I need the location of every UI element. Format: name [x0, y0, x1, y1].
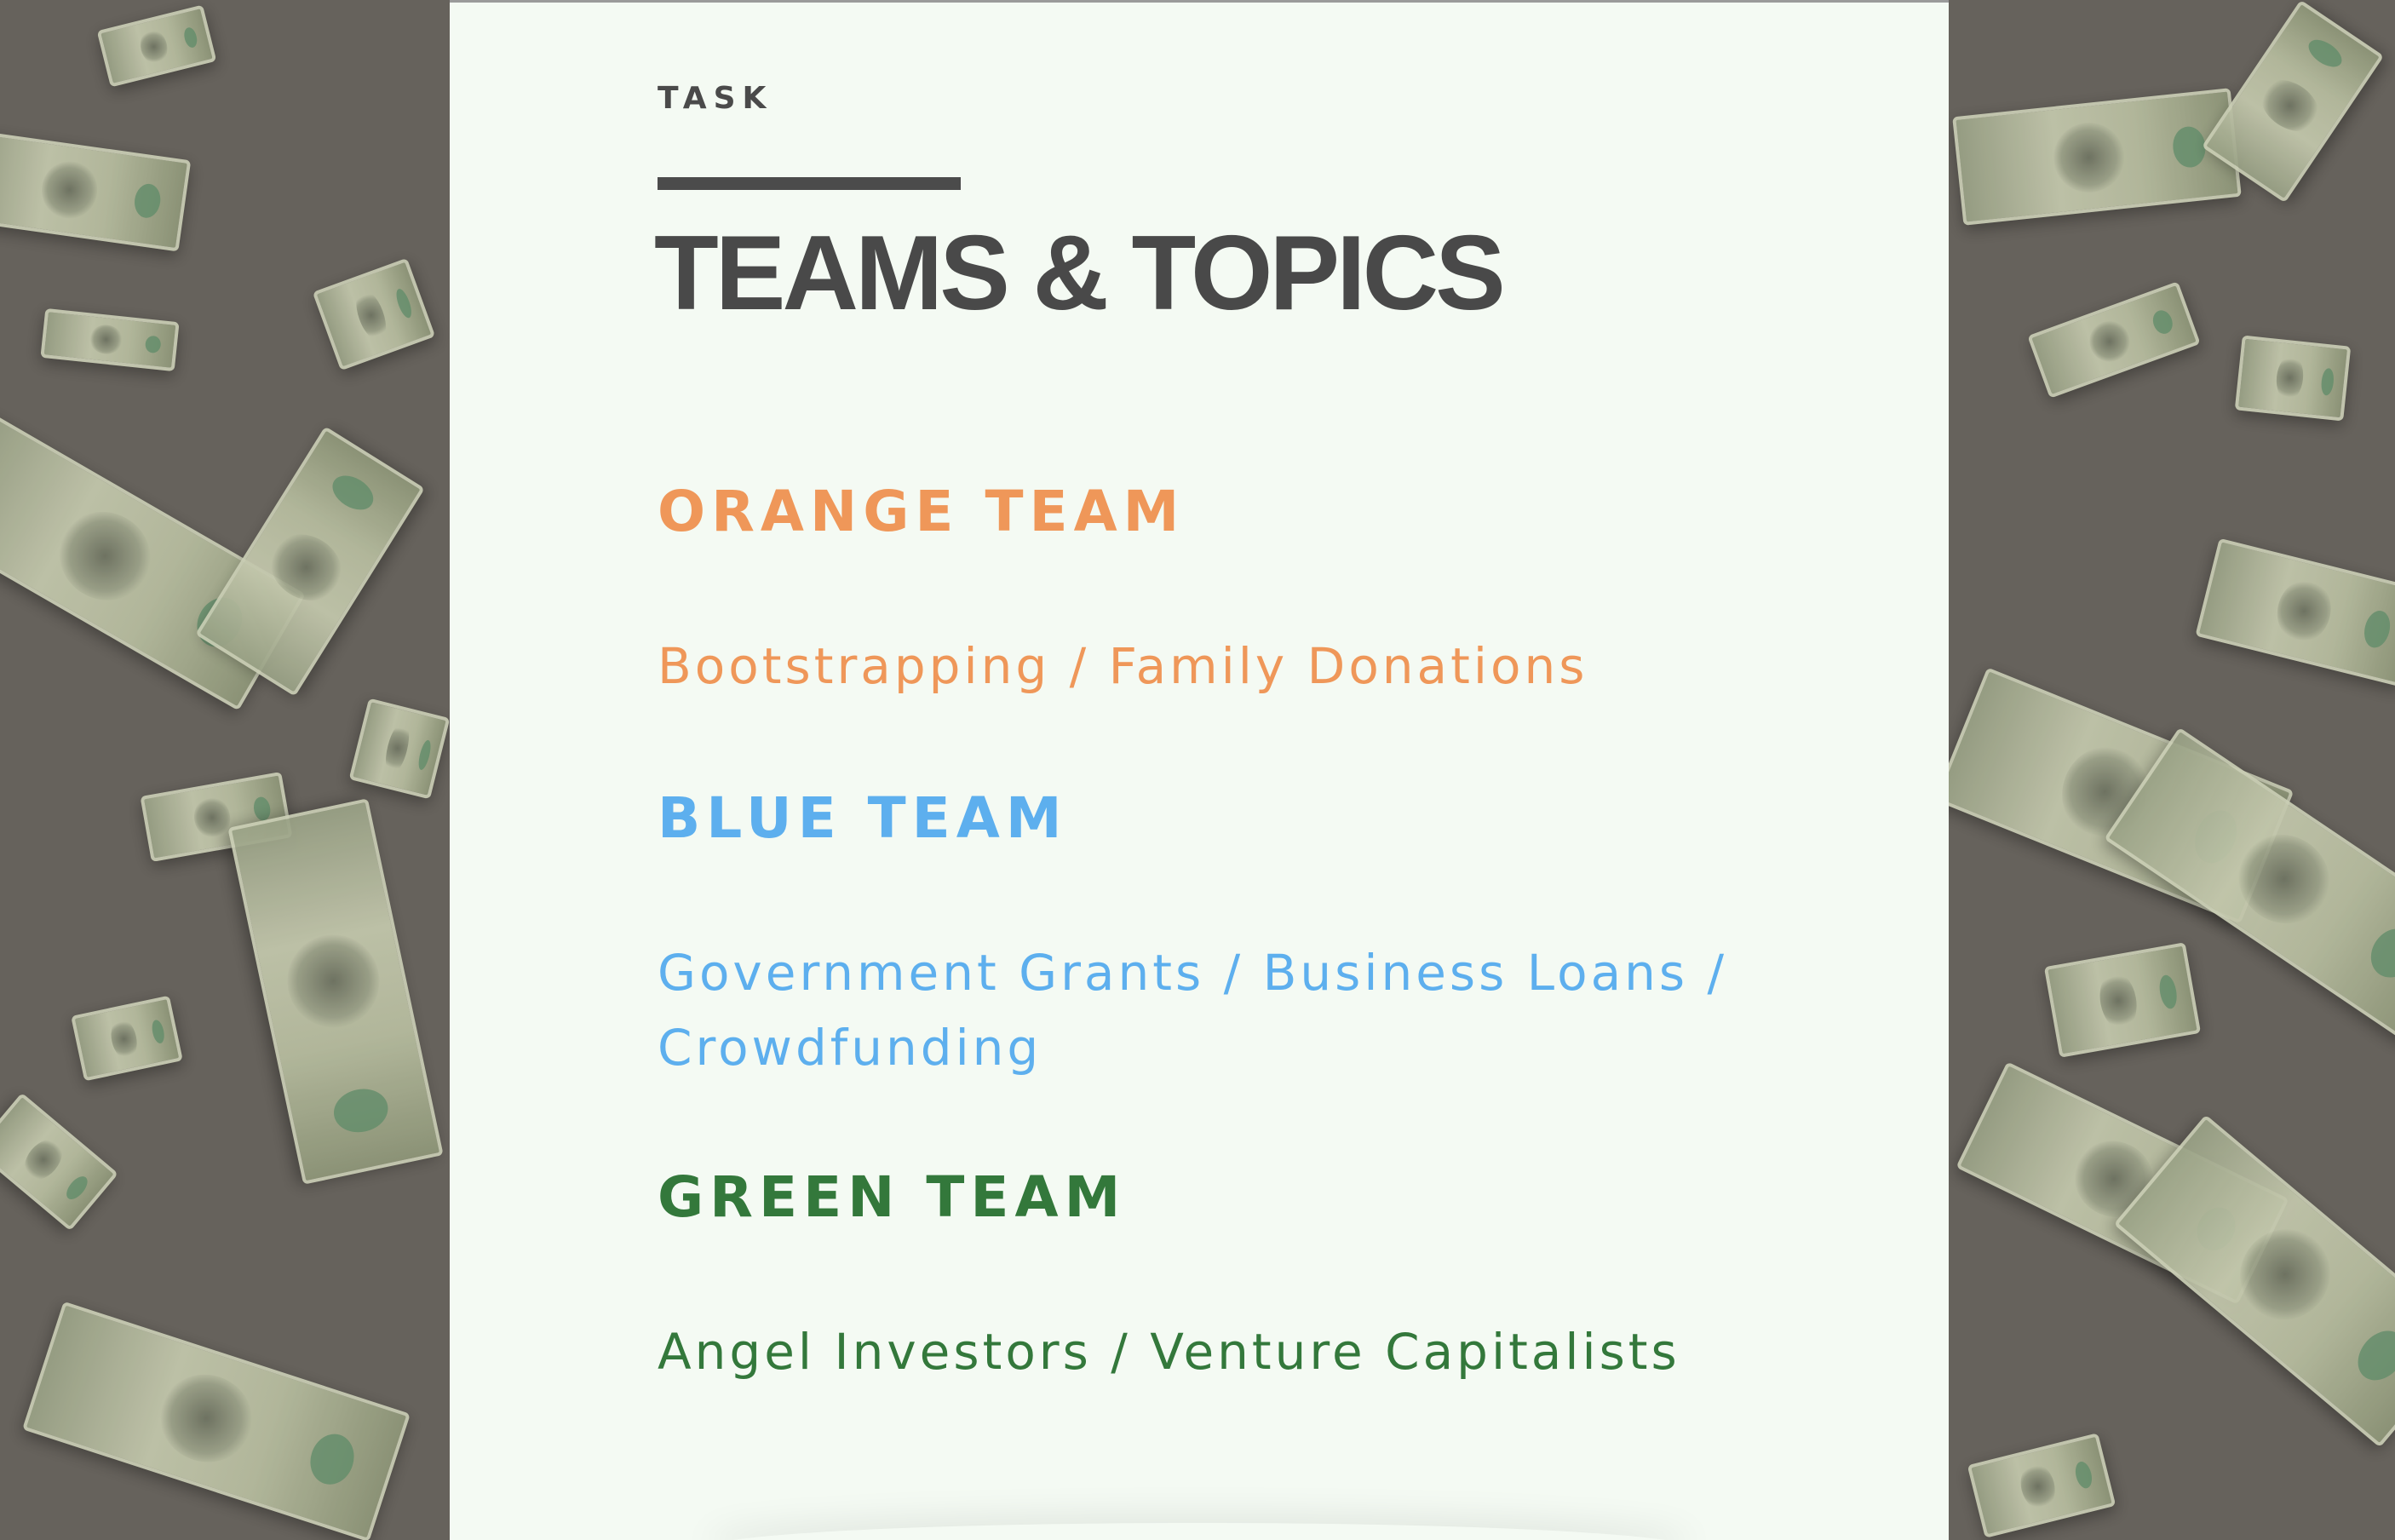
background-right [1949, 0, 2395, 1540]
content-panel: TASK TEAMS & TOPICS ORANGE TEAM Bootstra… [450, 0, 1949, 1540]
dollar-bill-icon [0, 129, 192, 252]
team-topic-blue: Government Grants / Business Loans / Cro… [658, 944, 1728, 1077]
dollar-bill-icon [71, 995, 183, 1082]
dollar-bill-icon [312, 257, 436, 371]
dollar-bill-icon [348, 698, 450, 800]
section-eyebrow: TASK [658, 81, 773, 116]
dollar-bill-icon [2027, 281, 2201, 399]
dollar-bill-icon [0, 1092, 118, 1232]
team-topic-orange: Bootstrapping / Family Donations [658, 637, 1588, 695]
dollar-bill-icon [2043, 942, 2202, 1058]
page-title: TEAMS & TOPICS [654, 215, 1506, 332]
dollar-bill-icon [96, 4, 217, 88]
dollar-bill-icon [227, 798, 444, 1185]
dollar-bill-icon [1952, 88, 2242, 226]
background-left [0, 0, 450, 1540]
dollar-bill-icon [40, 307, 180, 372]
dollar-bill-icon [22, 1301, 411, 1540]
title-divider [658, 177, 961, 190]
team-heading-green: GREEN TEAM [658, 1164, 1127, 1230]
team-topic-green: Angel Investors / Venture Capitalists [658, 1323, 1680, 1381]
dollar-bill-icon [1967, 1433, 2116, 1538]
team-heading-blue: BLUE TEAM [658, 785, 1068, 851]
team-heading-orange: ORANGE TEAM [658, 479, 1186, 544]
dollar-bill-icon [2195, 537, 2395, 687]
dollar-bill-icon [2234, 335, 2352, 422]
